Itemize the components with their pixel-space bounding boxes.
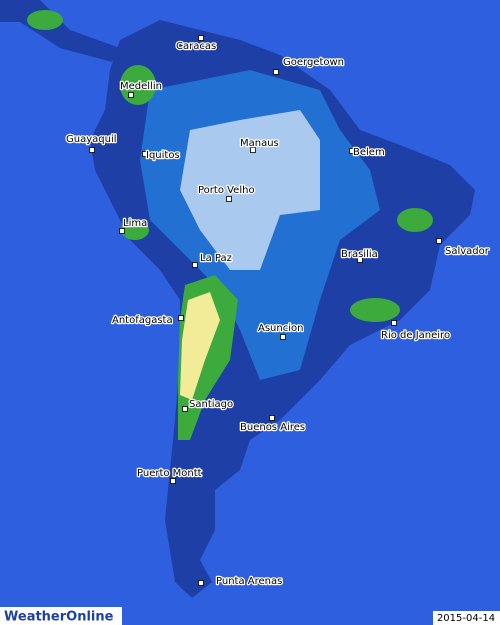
green-patch: [121, 220, 149, 240]
city-label: Rio de Janeiro: [381, 330, 450, 341]
city-label: Medellin: [120, 81, 162, 92]
city-label: Guayaquil: [66, 134, 117, 145]
city-label: Belem: [353, 147, 385, 158]
rain-light: [180, 110, 320, 270]
city-dot: [349, 148, 355, 154]
city-label: Iquitos: [146, 150, 180, 161]
city-dot: [436, 238, 442, 244]
city-label: Asuncion: [258, 323, 303, 334]
city-dot: [250, 147, 256, 153]
city-dot: [391, 320, 397, 326]
city-label: Porto Velho: [198, 185, 255, 196]
green-patch: [350, 298, 400, 322]
city-dot: [142, 151, 148, 157]
city-dot: [198, 35, 204, 41]
city-dot: [89, 147, 95, 153]
city-dot: [182, 406, 188, 412]
city-dot: [119, 228, 125, 234]
dry-yellow: [180, 292, 220, 400]
city-label: Manaus: [240, 138, 279, 149]
city-label: Punta Arenas: [216, 576, 282, 587]
date: 2015-04-14: [437, 613, 495, 624]
city-dot: [226, 196, 232, 202]
logo-box: [0, 607, 122, 625]
city-dot: [128, 92, 134, 98]
city-label: Lima: [123, 218, 147, 229]
city-label: Puerto Montt: [137, 468, 202, 479]
city-label: Goergetown: [283, 57, 344, 68]
city-dot: [280, 334, 286, 340]
green-patch: [397, 208, 433, 232]
city-label: Salvador: [445, 246, 490, 257]
city-label: La Paz: [200, 253, 232, 264]
city-label: Antofagasta: [112, 315, 173, 326]
city-label: Brasilia: [341, 249, 378, 260]
city-dot: [269, 415, 275, 421]
city-dot: [192, 262, 198, 268]
city-dot: [178, 315, 184, 321]
city-label: Caracas: [176, 41, 216, 52]
city-label: Buenos Aires: [240, 422, 305, 433]
city-label: Santiago: [189, 399, 233, 410]
city-dot: [170, 478, 176, 484]
logo: WeatherOnline: [4, 610, 114, 625]
green-patch: [27, 10, 63, 30]
city-dot: [357, 257, 363, 263]
date-box: [433, 611, 500, 625]
city-dot: [273, 69, 279, 75]
city-dot: [198, 580, 204, 586]
